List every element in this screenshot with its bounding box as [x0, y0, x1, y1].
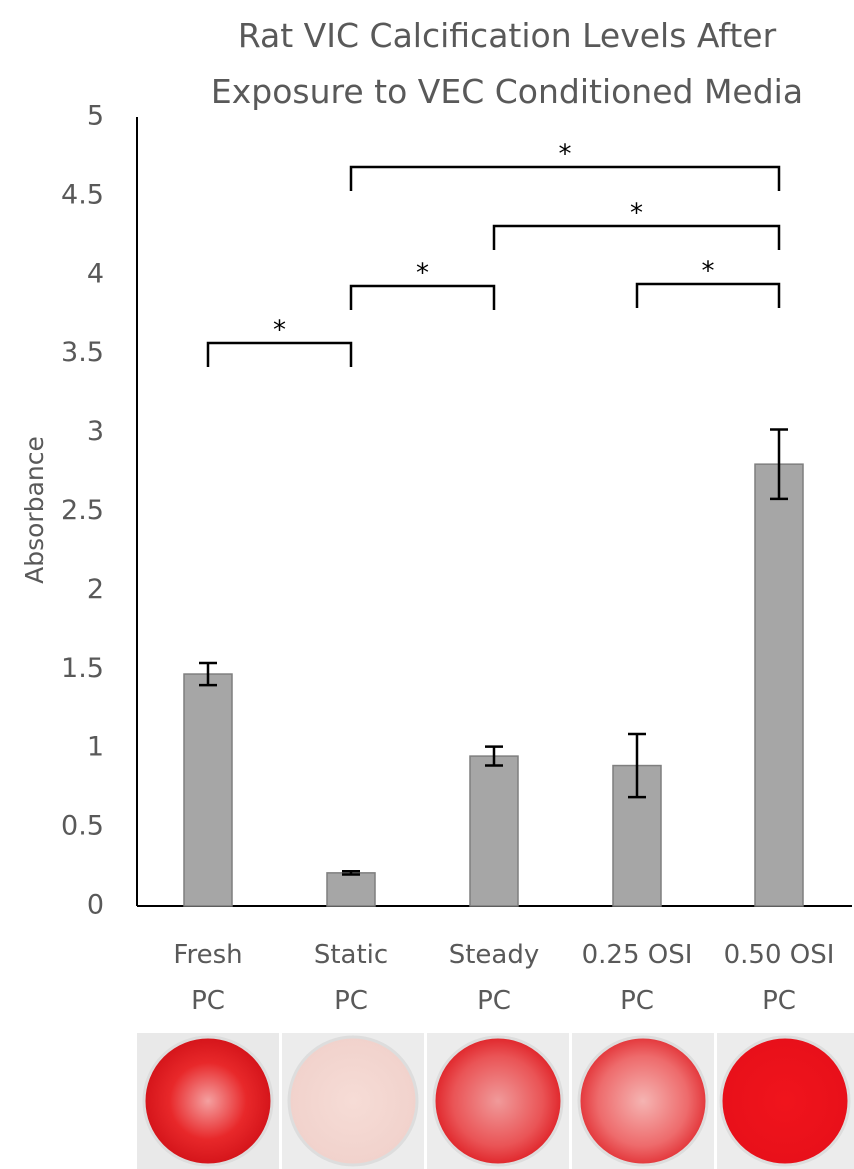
y-tick-label: 5 — [87, 101, 104, 132]
significance-label: * — [559, 140, 572, 170]
well — [434, 1037, 562, 1165]
bar — [327, 873, 375, 906]
x-tick-label: 0.50 OSI PC — [709, 932, 849, 1024]
x-tick-label: 0.25 OSI PC — [567, 932, 707, 1024]
y-tick-label: 1 — [87, 732, 104, 763]
well — [721, 1037, 849, 1165]
y-tick-label: 1.5 — [61, 653, 104, 684]
significance-bracket — [351, 286, 494, 310]
y-tick-label: 2 — [87, 574, 104, 605]
bar — [470, 756, 518, 906]
significance-bracket — [351, 167, 779, 191]
x-tick-label: Fresh PC — [138, 932, 278, 1024]
x-tick-label: Static PC — [281, 932, 421, 1024]
y-tick-label: 0.5 — [61, 811, 104, 842]
significance-label: * — [416, 259, 429, 289]
well-images — [137, 1033, 854, 1169]
y-tick-label: 4 — [87, 258, 104, 289]
y-tick-label: 2.5 — [61, 495, 104, 526]
well — [579, 1037, 707, 1165]
y-tick-label: 3.5 — [61, 337, 104, 368]
x-tick-label: Steady PC — [424, 932, 564, 1024]
y-tick-label: 4.5 — [61, 179, 104, 210]
significance-bracket — [208, 343, 351, 367]
significance-label: * — [630, 199, 643, 229]
well — [144, 1037, 272, 1165]
page: Rat VIC Calcification Levels After Expos… — [0, 0, 854, 1169]
y-tick-label: 0 — [87, 890, 104, 921]
significance-label: * — [273, 316, 286, 346]
bar — [184, 674, 232, 906]
y-tick-label: 3 — [87, 416, 104, 447]
significance-bracket — [637, 284, 779, 308]
significance-label: * — [702, 257, 715, 287]
well — [289, 1037, 417, 1165]
significance-bracket — [494, 226, 779, 250]
y-axis-label: Absorbance — [20, 436, 49, 584]
bar — [755, 464, 803, 906]
